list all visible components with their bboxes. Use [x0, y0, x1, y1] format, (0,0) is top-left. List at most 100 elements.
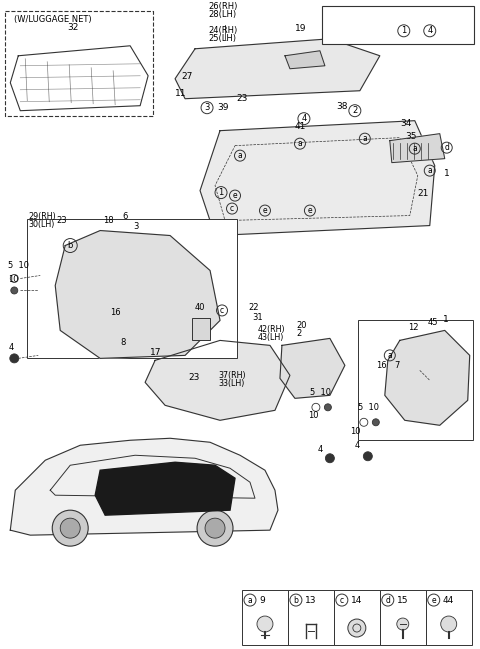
Text: 27: 27	[181, 72, 192, 80]
Text: 29(RH): 29(RH)	[28, 212, 56, 221]
Text: 1: 1	[443, 315, 448, 324]
FancyBboxPatch shape	[322, 6, 474, 43]
FancyBboxPatch shape	[358, 321, 473, 440]
Text: 10: 10	[308, 411, 318, 421]
Text: 9: 9	[259, 596, 265, 605]
Polygon shape	[285, 51, 325, 69]
Text: c: c	[340, 596, 344, 605]
Bar	[380, 590, 426, 645]
Circle shape	[397, 618, 409, 630]
Text: e: e	[308, 206, 312, 215]
Text: 23: 23	[236, 93, 247, 103]
Text: 3: 3	[133, 221, 139, 230]
Text: e: e	[263, 206, 267, 215]
Text: 30(LH): 30(LH)	[28, 219, 55, 228]
Circle shape	[363, 452, 372, 461]
Text: 14: 14	[351, 596, 362, 605]
Bar	[334, 590, 380, 645]
Text: e: e	[233, 191, 237, 200]
Text: 5  10: 5 10	[310, 388, 331, 397]
Text: a: a	[362, 134, 367, 143]
Text: a: a	[248, 596, 252, 605]
Polygon shape	[55, 230, 220, 358]
Text: NOTE: NOTE	[328, 7, 353, 16]
Text: 5  10: 5 10	[8, 262, 29, 271]
Text: 45: 45	[428, 319, 438, 327]
Text: 37(RH): 37(RH)	[218, 371, 246, 380]
Text: e: e	[432, 596, 436, 605]
Polygon shape	[200, 121, 435, 236]
FancyBboxPatch shape	[5, 11, 153, 116]
Circle shape	[257, 616, 273, 632]
Text: 42(RH): 42(RH)	[258, 325, 286, 334]
Text: 15: 15	[397, 596, 408, 605]
Text: 20: 20	[296, 321, 306, 330]
Text: 4: 4	[8, 343, 13, 352]
Text: 43(LH): 43(LH)	[258, 334, 284, 343]
Text: 22: 22	[248, 304, 259, 312]
Text: d: d	[444, 143, 449, 152]
Text: 4: 4	[427, 27, 432, 35]
Bar	[192, 319, 210, 340]
Text: 2: 2	[352, 106, 358, 116]
Text: 40: 40	[195, 304, 205, 312]
Circle shape	[11, 287, 18, 294]
FancyBboxPatch shape	[27, 219, 237, 358]
Polygon shape	[145, 340, 290, 421]
Text: 31: 31	[252, 313, 263, 323]
Text: 13: 13	[305, 596, 316, 605]
Text: (W/LUGGAGE NET): (W/LUGGAGE NET)	[14, 15, 92, 24]
Text: 25(LH): 25(LH)	[208, 34, 236, 43]
Text: 10: 10	[8, 275, 19, 284]
Circle shape	[348, 619, 366, 637]
Text: 4: 4	[318, 445, 323, 454]
Text: a: a	[412, 144, 417, 153]
Text: 23: 23	[188, 373, 200, 382]
Circle shape	[52, 510, 88, 546]
Polygon shape	[175, 39, 380, 99]
Text: 16: 16	[376, 361, 386, 371]
Text: 39: 39	[217, 103, 228, 112]
Polygon shape	[280, 338, 345, 398]
Text: b: b	[293, 596, 299, 605]
Text: 12: 12	[408, 323, 418, 332]
Bar	[426, 590, 472, 645]
Text: 4: 4	[355, 441, 360, 450]
Text: 1: 1	[444, 169, 449, 178]
Bar	[242, 590, 288, 645]
Text: 32: 32	[68, 23, 79, 32]
Polygon shape	[95, 462, 235, 515]
Circle shape	[10, 354, 19, 363]
Text: 4: 4	[301, 114, 307, 123]
Text: 34: 34	[400, 119, 411, 128]
Text: b: b	[68, 241, 73, 250]
Circle shape	[441, 616, 456, 632]
Text: c: c	[230, 204, 234, 213]
Text: 2: 2	[296, 330, 301, 338]
Text: a: a	[427, 166, 432, 175]
Text: 17: 17	[150, 349, 162, 358]
Text: 11: 11	[175, 89, 187, 98]
Circle shape	[324, 404, 331, 411]
Polygon shape	[10, 438, 278, 535]
Text: a: a	[298, 139, 302, 148]
Polygon shape	[390, 134, 445, 163]
Text: 3: 3	[204, 103, 210, 112]
Bar	[288, 590, 334, 645]
Text: 26(RH): 26(RH)	[208, 2, 238, 11]
Circle shape	[325, 454, 335, 463]
Text: 16: 16	[110, 308, 121, 317]
Text: d: d	[385, 596, 390, 605]
Text: 44: 44	[443, 596, 454, 605]
Text: 18: 18	[103, 215, 114, 225]
Text: a: a	[387, 351, 392, 360]
Text: 5  10: 5 10	[358, 403, 379, 412]
Text: c: c	[220, 306, 224, 315]
Text: 23: 23	[56, 215, 67, 225]
Text: a: a	[238, 151, 242, 160]
Circle shape	[60, 518, 80, 538]
Text: 19: 19	[295, 24, 306, 33]
Circle shape	[372, 419, 379, 426]
Text: 38: 38	[336, 102, 348, 111]
Text: 6: 6	[122, 212, 128, 221]
